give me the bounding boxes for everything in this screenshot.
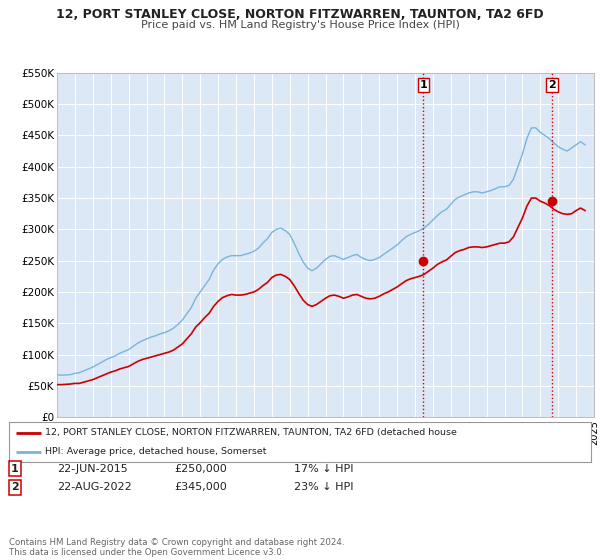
Text: 22-AUG-2022: 22-AUG-2022 — [57, 482, 132, 492]
Text: 1: 1 — [419, 80, 427, 90]
Text: 22-JUN-2015: 22-JUN-2015 — [57, 464, 128, 474]
Text: 1: 1 — [11, 464, 19, 474]
Text: 12, PORT STANLEY CLOSE, NORTON FITZWARREN, TAUNTON, TA2 6FD: 12, PORT STANLEY CLOSE, NORTON FITZWARRE… — [56, 8, 544, 21]
Text: 23% ↓ HPI: 23% ↓ HPI — [294, 482, 353, 492]
Text: £345,000: £345,000 — [174, 482, 227, 492]
Text: 12, PORT STANLEY CLOSE, NORTON FITZWARREN, TAUNTON, TA2 6FD (detached house: 12, PORT STANLEY CLOSE, NORTON FITZWARRE… — [45, 428, 457, 437]
Text: £250,000: £250,000 — [174, 464, 227, 474]
Text: 17% ↓ HPI: 17% ↓ HPI — [294, 464, 353, 474]
Text: Contains HM Land Registry data © Crown copyright and database right 2024.
This d: Contains HM Land Registry data © Crown c… — [9, 538, 344, 557]
Text: Price paid vs. HM Land Registry's House Price Index (HPI): Price paid vs. HM Land Registry's House … — [140, 20, 460, 30]
Text: 2: 2 — [11, 482, 19, 492]
Text: HPI: Average price, detached house, Somerset: HPI: Average price, detached house, Some… — [45, 447, 266, 456]
Text: 2: 2 — [548, 80, 556, 90]
